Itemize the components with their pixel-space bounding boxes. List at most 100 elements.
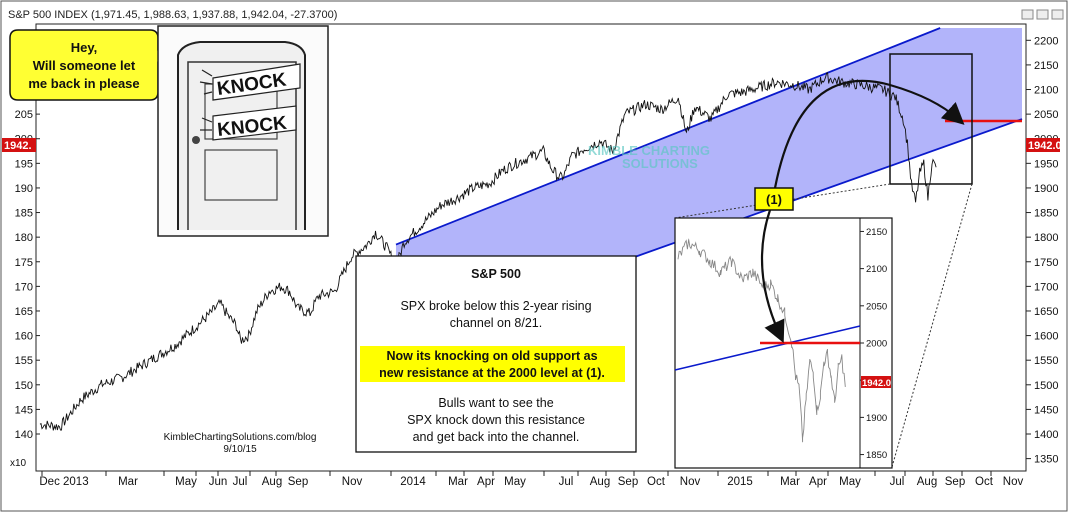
price-tag-right: 1942.0 bbox=[1026, 138, 1062, 152]
inset-tick-label: 2000 bbox=[866, 339, 887, 350]
right-tick-label: 1750 bbox=[1034, 257, 1058, 269]
right-tick-label: 2150 bbox=[1034, 60, 1058, 72]
x-tick-label: Oct bbox=[647, 476, 666, 488]
x-tick-label: Nov bbox=[1003, 476, 1024, 488]
left-axis: 1401451501551601651701751801851901952002… bbox=[15, 60, 40, 441]
price-series-line bbox=[39, 72, 937, 431]
price-tag-right-text: 1942.0 bbox=[1028, 140, 1062, 152]
inset-tick-label: 2150 bbox=[866, 227, 887, 238]
callout-1: (1) bbox=[754, 187, 794, 211]
x-tick-label: Apr bbox=[477, 476, 495, 488]
x-tick-label: Jun bbox=[209, 476, 228, 488]
x-axis: Dec 2013 Mar May Jun Jul Aug Sep Nov 2014 Mar Apr M… bbox=[36, 470, 1026, 488]
credit-line2: 9/10/15 bbox=[223, 444, 257, 455]
x-tick-label: Apr bbox=[809, 476, 827, 488]
left-tick-label: 160 bbox=[15, 331, 33, 343]
price-tag-left-text: 1942. bbox=[4, 140, 32, 152]
annotation-title: S&P 500 bbox=[471, 267, 521, 281]
x-tick-label: Dec 2013 bbox=[39, 476, 88, 488]
annotation-p3-line3: and get back into the channel. bbox=[413, 430, 580, 444]
knock-motion-lines bbox=[199, 69, 213, 131]
left-tick-label: 140 bbox=[15, 429, 33, 441]
right-tick-label: 1400 bbox=[1034, 429, 1058, 441]
zoom-connector-right bbox=[891, 183, 973, 468]
x-tick-label: Mar bbox=[448, 476, 468, 488]
x-tick-label: Aug bbox=[590, 476, 610, 488]
x-tick-label: 2014 bbox=[400, 476, 426, 488]
x-tick-label: Nov bbox=[342, 476, 363, 488]
inset-price-tag-text: 1942.0 bbox=[862, 378, 891, 389]
main-series-layer bbox=[39, 72, 937, 431]
right-tick-label: 1450 bbox=[1034, 404, 1058, 416]
x-tick-label: May bbox=[839, 476, 861, 488]
watermark-line1: KIMBLE CHARTING bbox=[588, 143, 710, 158]
right-tick-label: 1850 bbox=[1034, 208, 1058, 220]
x-tick-label: Jul bbox=[233, 476, 248, 488]
speech-bubble: Hey, Will someone let me back in please bbox=[9, 29, 172, 101]
bubble-line1: Hey, bbox=[71, 40, 98, 55]
right-tick-label: 1500 bbox=[1034, 380, 1058, 392]
right-tick-label: 1350 bbox=[1034, 454, 1058, 466]
x-tick-label: May bbox=[504, 476, 526, 488]
annotation-p3-line1: Bulls want to see the bbox=[438, 396, 553, 410]
right-tick-label: 1600 bbox=[1034, 331, 1058, 343]
x-tick-label: Oct bbox=[975, 476, 994, 488]
annotation-box: S&P 500 SPX broke below this 2-year risi… bbox=[355, 255, 637, 453]
left-tick-label: 170 bbox=[15, 281, 33, 293]
left-tick-label: 150 bbox=[15, 380, 33, 392]
inset-tick-label: 2050 bbox=[866, 301, 887, 312]
left-tick-label: 205 bbox=[15, 109, 33, 121]
annotation-p1-line1: SPX broke below this 2-year rising bbox=[400, 299, 591, 313]
x-tick-label: Sep bbox=[618, 476, 638, 488]
inset-price-tag: 1942.0 bbox=[861, 376, 891, 389]
inset-tick-label: 2100 bbox=[866, 264, 887, 275]
channel-upper-line bbox=[395, 27, 941, 246]
left-tick-label: 185 bbox=[15, 208, 33, 220]
zoom-box bbox=[889, 53, 973, 185]
right-tick-label: 2100 bbox=[1034, 85, 1058, 97]
inset-price-series bbox=[677, 238, 846, 443]
annotation-hl-line1: Now its knocking on old support as bbox=[386, 349, 597, 363]
right-axis: 1350 1400 1450 1500 1550 1600 1650 1700 1750 1800… bbox=[1026, 35, 1058, 466]
x-tick-label: Mar bbox=[118, 476, 138, 488]
right-tick-label: 1900 bbox=[1034, 183, 1058, 195]
x-tick-label: Aug bbox=[262, 476, 282, 488]
right-tick-label: 1950 bbox=[1034, 158, 1058, 170]
left-tick-label: 155 bbox=[15, 355, 33, 367]
watermark: KIMBLE CHARTING SOLUTIONS bbox=[588, 143, 710, 171]
x-tick-label: Aug bbox=[917, 476, 937, 488]
corner-label: x10 bbox=[10, 458, 27, 469]
bubble-line3: me back in please bbox=[28, 76, 139, 91]
x-tick-label: Jul bbox=[890, 476, 905, 488]
x-tick-label: 2015 bbox=[727, 476, 753, 488]
inset-tick-label: 1900 bbox=[866, 413, 887, 424]
annotation-highlight bbox=[360, 346, 625, 382]
bubble-line2: Will someone let bbox=[33, 58, 136, 73]
left-tick-label: 165 bbox=[15, 306, 33, 318]
chart-title: S&P 500 INDEX (1,971.45, 1,988.63, 1,937… bbox=[8, 9, 337, 21]
arrow-to-main bbox=[773, 79, 965, 189]
left-tick-label: 195 bbox=[15, 158, 33, 170]
left-tick-label: 175 bbox=[15, 257, 33, 269]
annotation-p3-line2: SPX knock down this resistance bbox=[407, 413, 585, 427]
x-tick-label: Mar bbox=[780, 476, 800, 488]
x-tick-label: Jul bbox=[559, 476, 574, 488]
inset-tick-label: 1850 bbox=[866, 450, 887, 461]
inset-channel-line bbox=[674, 325, 861, 371]
x-tick-label: May bbox=[175, 476, 197, 488]
annotation-hl-line2: new resistance at the 2000 level at (1). bbox=[379, 366, 605, 380]
right-tick-label: 1700 bbox=[1034, 281, 1058, 293]
right-tick-label: 1650 bbox=[1034, 306, 1058, 318]
right-tick-label: 1550 bbox=[1034, 355, 1058, 367]
x-tick-label: Sep bbox=[288, 476, 308, 488]
right-tick-label: 2050 bbox=[1034, 109, 1058, 121]
arrow-to-inset bbox=[760, 209, 785, 343]
door-knob bbox=[192, 136, 200, 144]
window-buttons[interactable] bbox=[1021, 9, 1064, 20]
inset-chart: 1850190019502000205021002150 1942.0 bbox=[674, 217, 893, 469]
credit-line1: KimbleChartingSolutions.com/blog bbox=[164, 432, 317, 443]
watermark-line2: SOLUTIONS bbox=[622, 156, 698, 171]
left-tick-label: 190 bbox=[15, 183, 33, 195]
